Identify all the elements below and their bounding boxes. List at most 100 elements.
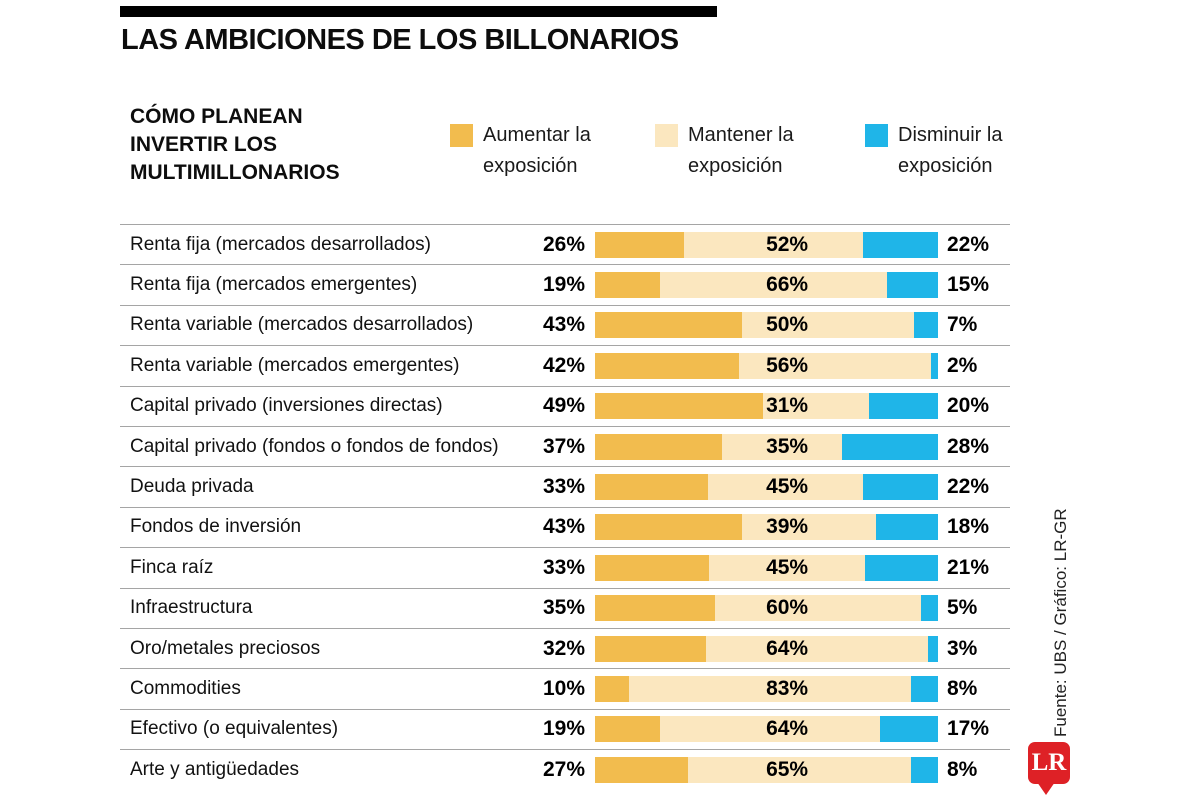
decrease-segment bbox=[927, 635, 938, 662]
category-label: Renta fija (mercados desarrollados) bbox=[130, 233, 431, 255]
stacked-bar: 39% bbox=[595, 514, 938, 541]
increase-value: 26% bbox=[542, 232, 585, 256]
increase-value: 42% bbox=[542, 353, 585, 377]
legend-label-line: exposición bbox=[898, 155, 993, 177]
increase-segment bbox=[595, 635, 706, 662]
stacked-bar: 64% bbox=[595, 635, 938, 662]
increase-value: 19% bbox=[542, 717, 585, 741]
increase-value: 37% bbox=[542, 434, 585, 458]
increase-segment bbox=[595, 312, 743, 339]
decrease-value: 18% bbox=[947, 515, 990, 539]
legend-label: Mantener la exposición bbox=[688, 120, 794, 182]
maintain-value: 66% bbox=[766, 273, 809, 297]
stacked-bar: 45% bbox=[595, 474, 938, 501]
subtitle-line: INVERTIR LOS bbox=[130, 133, 278, 156]
decrease-segment bbox=[920, 595, 938, 622]
increase-segment bbox=[595, 595, 716, 622]
decrease-segment bbox=[876, 514, 938, 541]
category-label: Renta variable (mercados emergentes) bbox=[130, 354, 460, 376]
increase-swatch-icon bbox=[450, 124, 473, 147]
maintain-value: 83% bbox=[766, 676, 809, 700]
increase-segment bbox=[595, 716, 661, 743]
maintain-segment bbox=[709, 554, 866, 581]
category-label: Renta variable (mercados desarrollados) bbox=[130, 314, 474, 336]
maintain-segment bbox=[628, 675, 911, 702]
decrease-value: 21% bbox=[947, 555, 990, 579]
increase-segment bbox=[595, 474, 709, 501]
decrease-segment bbox=[913, 312, 938, 339]
table-row: Commodities 10% 83% 8% bbox=[120, 668, 1010, 708]
increase-value: 19% bbox=[542, 273, 585, 297]
increase-segment bbox=[595, 433, 722, 460]
increase-value: 10% bbox=[542, 676, 585, 700]
stacked-bar: 31% bbox=[595, 393, 938, 420]
category-label: Infraestructura bbox=[130, 597, 253, 619]
category-label: Capital privado (fondos o fondos de fond… bbox=[130, 435, 499, 457]
legend-label-line: exposición bbox=[688, 155, 783, 177]
decrease-segment bbox=[886, 272, 938, 299]
increase-segment bbox=[595, 514, 743, 541]
decrease-segment bbox=[865, 554, 938, 581]
decrease-value: 20% bbox=[947, 394, 990, 418]
decrease-segment bbox=[841, 433, 938, 460]
category-label: Fondos de inversión bbox=[130, 516, 302, 538]
increase-segment bbox=[595, 756, 688, 783]
subtitle-line: MULTIMILLONARIOS bbox=[130, 161, 340, 184]
maintain-segment bbox=[708, 474, 863, 501]
increase-value: 43% bbox=[542, 313, 585, 337]
category-label: Commodities bbox=[130, 677, 241, 699]
stacked-bar: 65% bbox=[595, 756, 938, 783]
maintain-segment bbox=[721, 433, 842, 460]
table-row: Renta fija (mercados desarrollados) 26% 52… bbox=[120, 224, 1010, 264]
maintain-segment bbox=[660, 716, 880, 743]
table-row: Renta variable (mercados emergentes) 42% 5… bbox=[120, 345, 1010, 385]
table-row: Deuda privada 33% 45% 22% bbox=[120, 466, 1010, 506]
legend-label-line: Mantener la bbox=[688, 124, 794, 146]
increase-value: 49% bbox=[542, 394, 585, 418]
increase-segment bbox=[595, 393, 764, 420]
increase-value: 33% bbox=[542, 555, 585, 579]
stacked-bar: 52% bbox=[595, 231, 938, 258]
decrease-segment bbox=[910, 756, 938, 783]
decrease-value: 17% bbox=[947, 717, 990, 741]
decrease-value: 8% bbox=[947, 676, 978, 700]
maintain-value: 65% bbox=[766, 757, 809, 781]
decrease-value: 8% bbox=[947, 757, 978, 781]
maintain-value: 39% bbox=[766, 515, 809, 539]
decrease-value: 22% bbox=[947, 232, 990, 256]
maintain-segment bbox=[705, 635, 928, 662]
decrease-segment bbox=[931, 352, 938, 379]
category-label: Finca raíz bbox=[130, 556, 214, 578]
stacked-bar: 60% bbox=[595, 595, 938, 622]
page-title: LAS AMBICIONES DE LOS BILLONARIOS bbox=[121, 24, 679, 56]
decrease-value: 5% bbox=[947, 596, 978, 620]
maintain-value: 50% bbox=[766, 313, 809, 337]
category-label: Renta fija (mercados emergentes) bbox=[130, 274, 418, 296]
table-row: Efectivo (o equivalentes) 19% 64% 17% bbox=[120, 708, 1010, 749]
subtitle-line: CÓMO PLANEAN bbox=[130, 105, 303, 128]
category-label: Capital privado (inversiones directas) bbox=[130, 395, 443, 417]
stacked-bar: 50% bbox=[595, 312, 938, 339]
decrease-value: 3% bbox=[947, 636, 978, 660]
maintain-value: 35% bbox=[766, 434, 809, 458]
decrease-value: 7% bbox=[947, 313, 978, 337]
increase-segment bbox=[595, 675, 629, 702]
decrease-value: 22% bbox=[947, 475, 990, 499]
maintain-value: 31% bbox=[766, 394, 809, 418]
maintain-segment bbox=[742, 514, 877, 541]
increase-value: 27% bbox=[542, 757, 585, 781]
maintain-value: 56% bbox=[766, 353, 809, 377]
table-row: Renta fija (mercados emergentes) 19% 66% 15… bbox=[120, 264, 1010, 304]
table-row: Renta variable (mercados desarrollados) 4… bbox=[120, 304, 1010, 345]
chart-rows: Renta fija (mercados desarrollados) 26% 52… bbox=[120, 224, 1010, 789]
decrease-value: 15% bbox=[947, 273, 990, 297]
decrease-value: 2% bbox=[947, 353, 978, 377]
increase-segment bbox=[595, 231, 685, 258]
category-label: Deuda privada bbox=[130, 476, 254, 498]
category-label: Efectivo (o equivalentes) bbox=[130, 718, 339, 740]
table-row: Oro/metales preciosos 32% 64% 3% bbox=[120, 627, 1010, 668]
table-row: Infraestructura 35% 60% 5% bbox=[120, 587, 1010, 628]
lr-logo: LR bbox=[1028, 742, 1070, 795]
stacked-bar: 45% bbox=[595, 554, 938, 581]
maintain-segment bbox=[687, 756, 911, 783]
